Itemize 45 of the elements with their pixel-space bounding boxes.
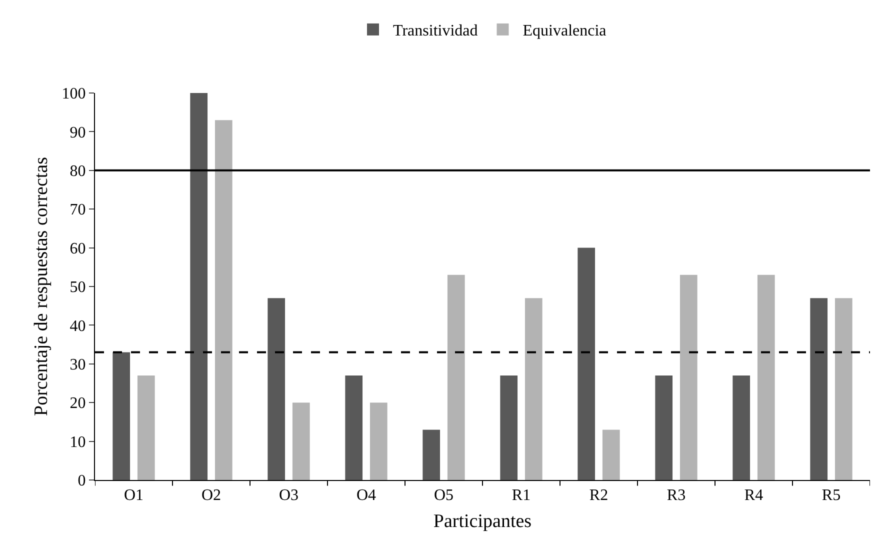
bar <box>190 93 208 480</box>
bar <box>655 376 673 480</box>
x-tick-label: R2 <box>589 487 608 504</box>
x-tick-label: R3 <box>666 487 686 504</box>
y-tick-label: 0 <box>78 472 86 490</box>
bar <box>422 430 440 480</box>
bar <box>137 376 155 480</box>
bar <box>214 120 232 480</box>
legend-label: Transitividad <box>393 22 478 40</box>
x-tick-label: R4 <box>744 487 764 504</box>
y-tick-label: 90 <box>70 124 86 142</box>
bar <box>757 274 775 480</box>
x-tick-label: O3 <box>278 487 299 504</box>
bar <box>292 402 310 480</box>
bar <box>268 298 286 480</box>
bar <box>370 402 388 480</box>
y-tick-label: 60 <box>70 240 86 258</box>
bar <box>810 298 828 480</box>
y-tick-label: 100 <box>62 86 86 103</box>
bar <box>602 430 620 480</box>
bar <box>578 248 596 480</box>
y-tick-label: 30 <box>70 356 86 374</box>
x-axis-title: Participantes <box>433 511 532 532</box>
y-tick-label: 70 <box>70 202 86 219</box>
y-tick-label: 40 <box>70 318 86 335</box>
y-tick-label: 80 <box>70 163 86 180</box>
y-tick-label: 50 <box>70 279 86 296</box>
bar <box>447 274 465 480</box>
y-tick-label: 10 <box>70 434 86 451</box>
bar <box>345 376 363 480</box>
bar <box>524 298 542 480</box>
bar <box>834 298 852 480</box>
x-tick-label: O1 <box>124 487 144 504</box>
bar <box>112 352 130 480</box>
x-tick-label: O2 <box>201 487 222 504</box>
x-tick-label: R5 <box>822 487 841 504</box>
x-tick-label: R1 <box>512 487 531 504</box>
bar <box>680 274 698 480</box>
bar <box>500 376 518 480</box>
legend-label: Equivalencia <box>522 22 606 40</box>
bar <box>732 376 750 480</box>
y-axis-title: Porcentaje de respuestas correctas <box>31 156 52 416</box>
y-tick-label: 20 <box>70 395 86 412</box>
x-tick-label: O4 <box>356 487 376 504</box>
x-tick-label: O5 <box>434 487 454 504</box>
